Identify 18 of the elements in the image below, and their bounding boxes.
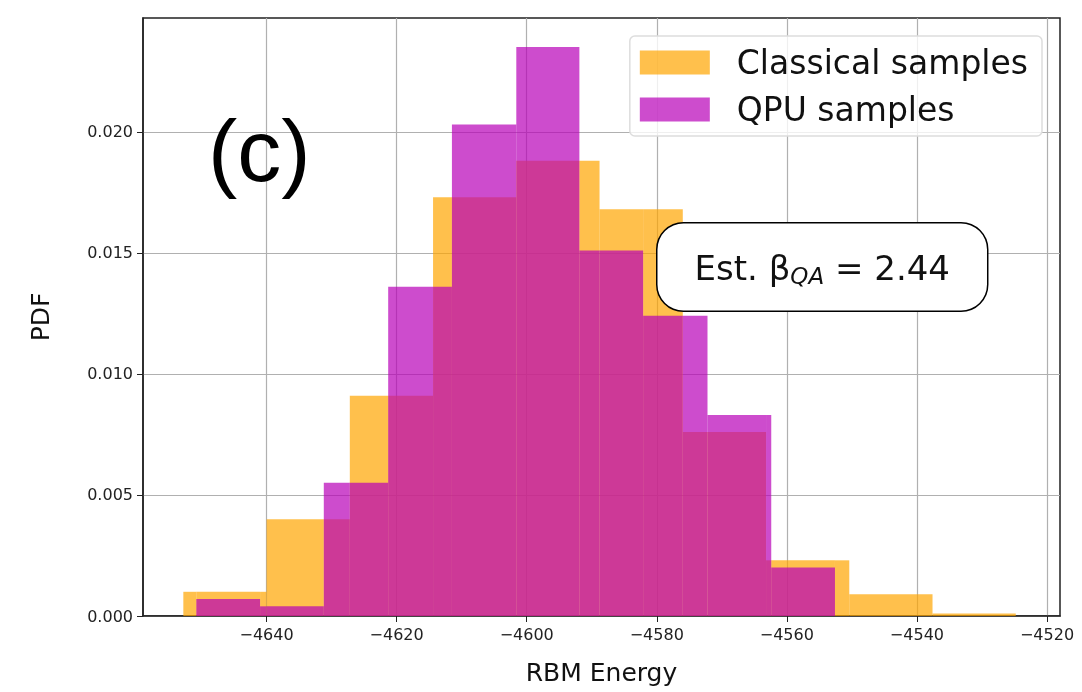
- y-axis-title: PDF: [26, 292, 55, 342]
- y-tick-label: 0.015: [87, 243, 133, 263]
- x-axis-title: RBM Energy: [525, 658, 678, 687]
- legend-label: Classical samples: [736, 43, 1028, 82]
- y-tick-label: 0.010: [87, 364, 133, 384]
- y-tick-label: 0.005: [87, 485, 133, 505]
- annotation: Est. βQA = 2.44: [694, 248, 950, 289]
- x-tick-label: −4640: [239, 624, 294, 644]
- annotation: (c): [208, 100, 311, 200]
- y-tick-label: 0.020: [87, 122, 133, 142]
- x-tick-label: −4620: [369, 624, 424, 644]
- x-tick-label: −4580: [629, 624, 684, 644]
- legend-label: QPU samples: [736, 90, 955, 129]
- x-tick-label: −4540: [889, 624, 944, 644]
- x-tick-label: −4600: [499, 624, 554, 644]
- x-tick-label: −4520: [1019, 624, 1075, 644]
- x-tick-label: −4560: [759, 624, 814, 644]
- y-tick-label: 0.000: [87, 606, 133, 626]
